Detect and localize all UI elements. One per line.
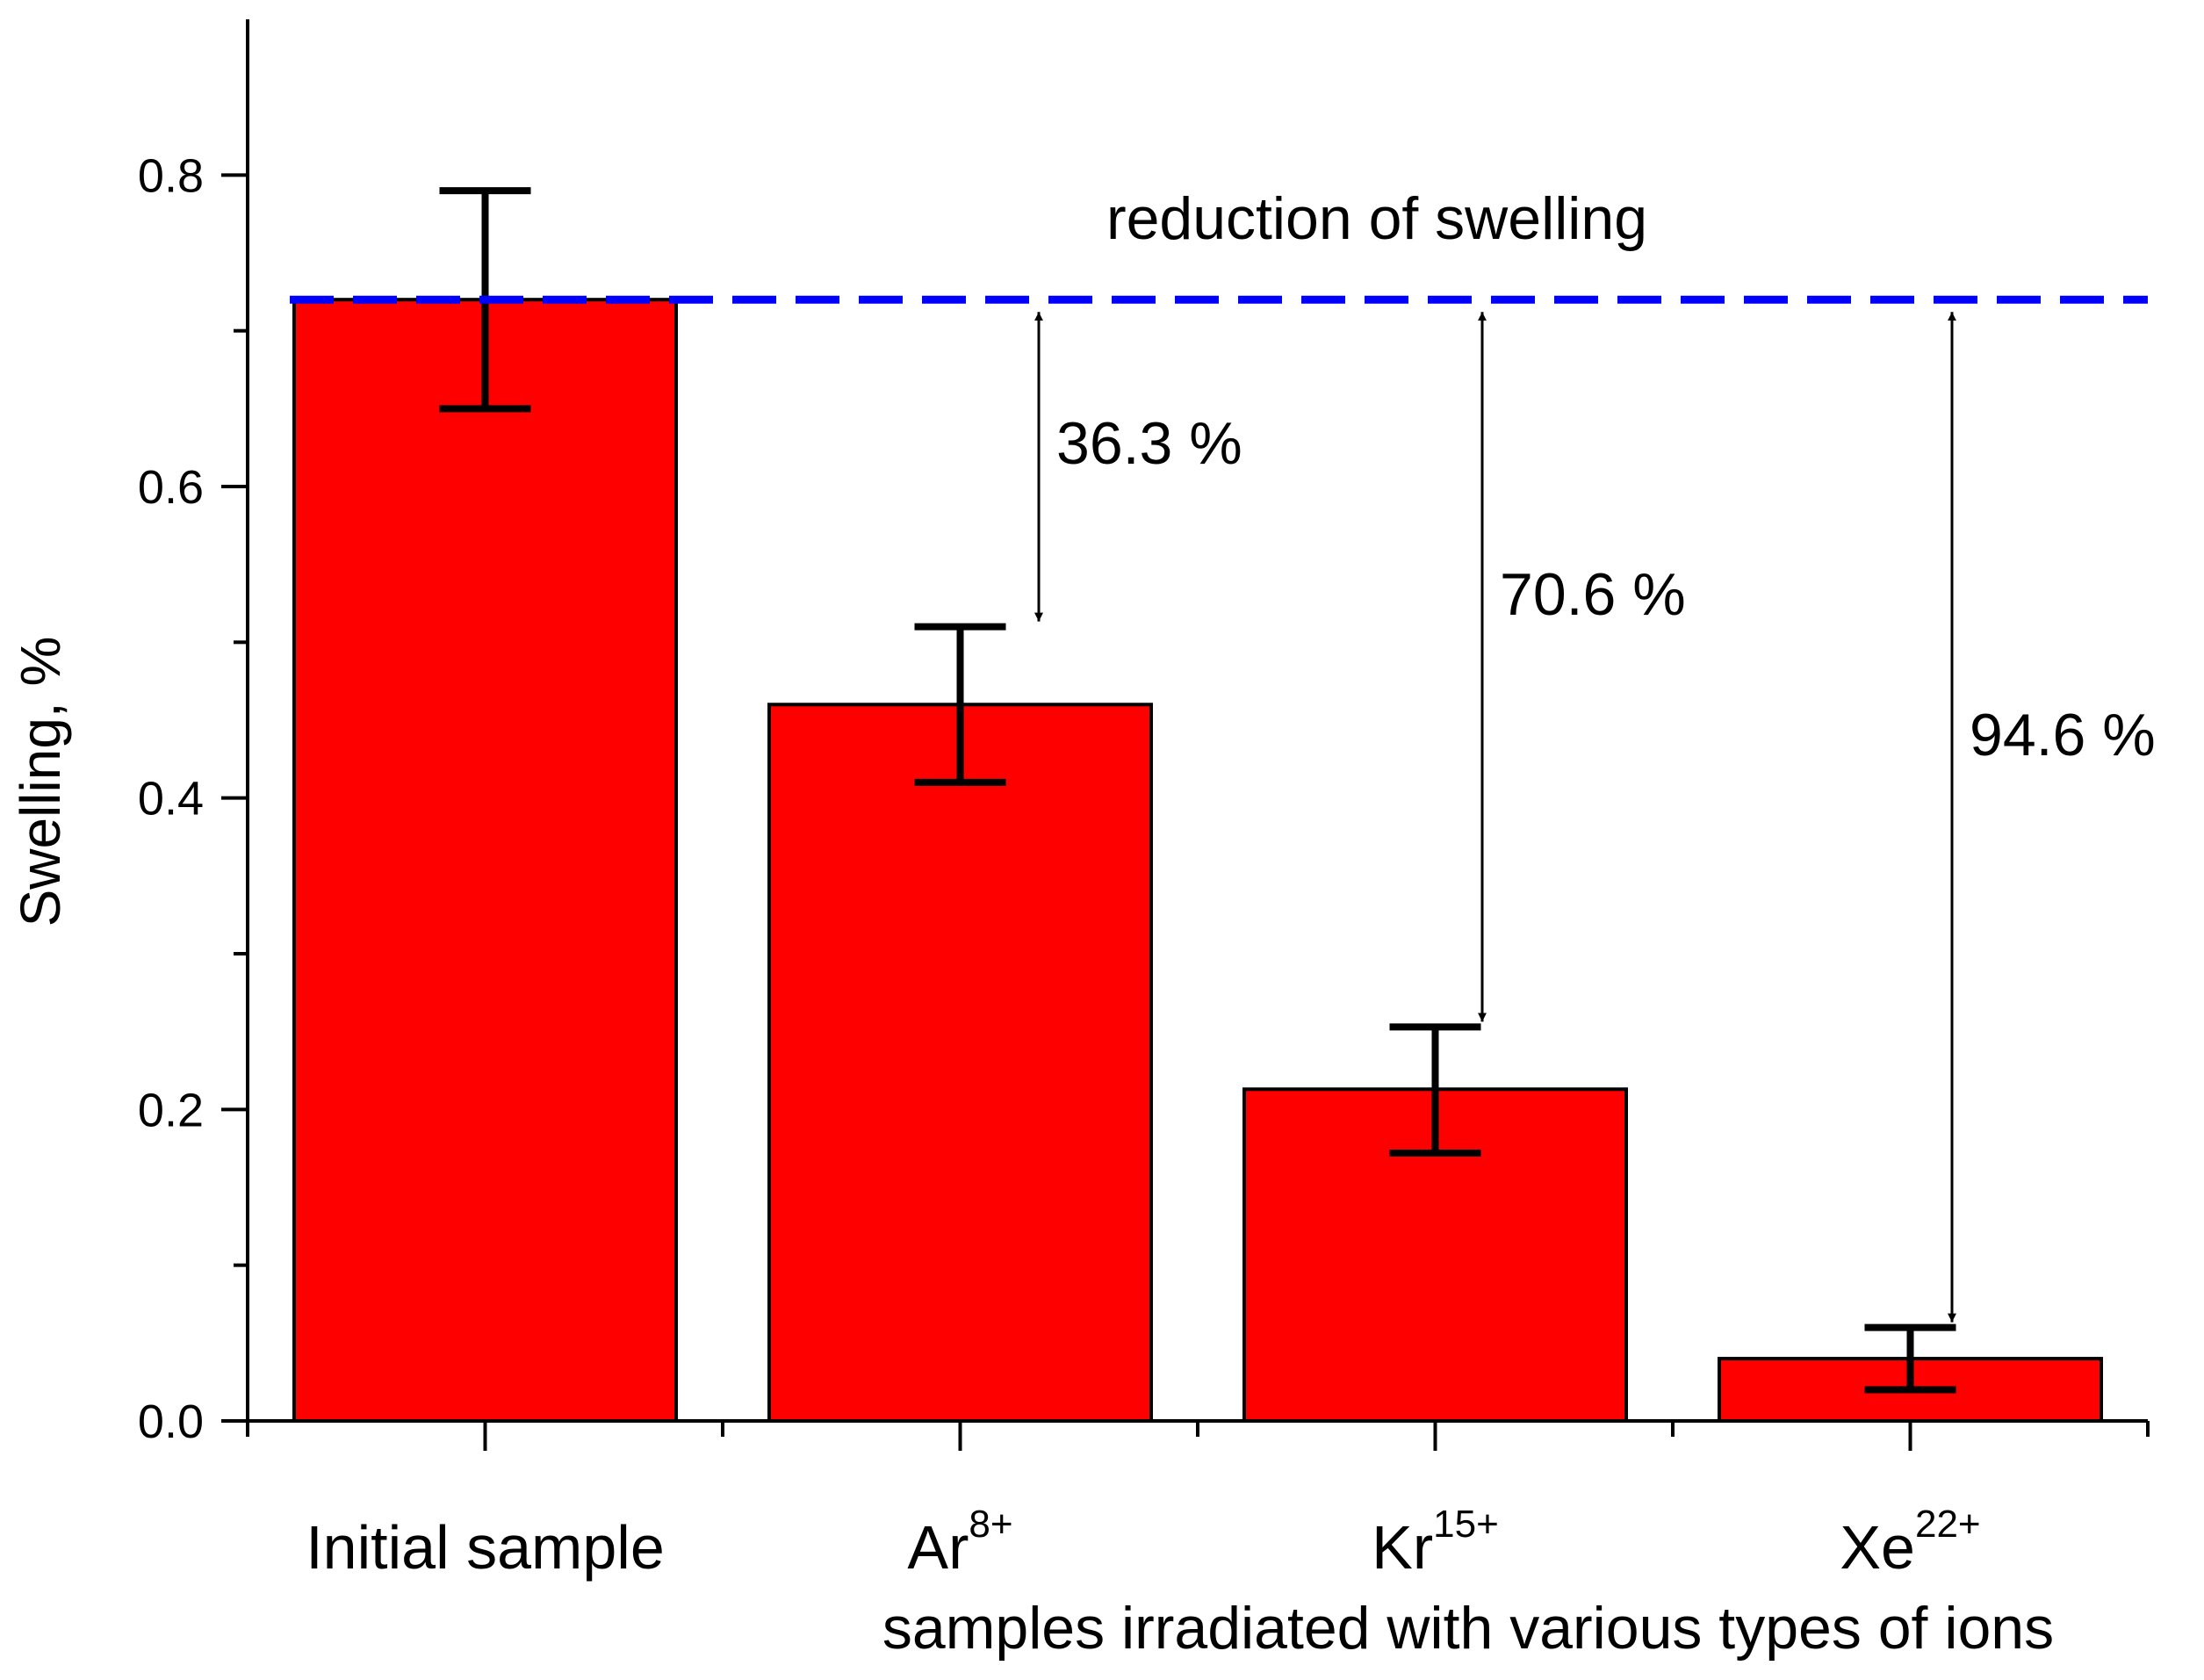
y-tick-label: 0.6 [138,461,204,514]
x-category-label: Kr15+ [1372,1503,1499,1582]
x-category-label: Xe22+ [1840,1503,1980,1582]
reduction-percent-label: 94.6 % [1970,702,2156,768]
category-superscript: 22+ [1915,1503,1981,1546]
category-superscript: 8+ [969,1503,1012,1546]
y-axis-title: Swelling, % [9,637,72,927]
axes-layer: 0.0 0.2 0.4 0.6 0.8 [138,19,2150,1451]
y-tick-label: 0.2 [138,1084,204,1136]
x-category-label: Ar8+ [907,1503,1012,1582]
reference-line-label: reduction of swelling [1106,185,1647,252]
category-base-text: Xe [1840,1513,1915,1582]
labels-layer: Swelling, % samples irradiated with vari… [9,185,2054,1662]
y-tick-label: 0.0 [138,1395,204,1448]
bars-layer [292,187,2103,1424]
bar [292,298,678,1424]
x-axis-title: samples irradiated with various types of… [882,1595,2054,1662]
bar [767,703,1153,1423]
y-tick-label: 0.4 [138,773,204,826]
y-tick-label: 0.8 [138,149,204,202]
reduction-percent-label: 36.3 % [1056,410,1242,477]
annotations-layer: 36.3 % 70.6 % 94.6 % [1034,312,2156,1323]
category-base-text: Ar [907,1513,969,1582]
x-category-label: Initial sample [306,1513,665,1582]
category-base-text: Initial sample [306,1513,665,1582]
category-superscript: 15+ [1433,1503,1499,1546]
category-base-text: Kr [1372,1513,1433,1582]
reduction-percent-label: 70.6 % [1500,561,1686,628]
